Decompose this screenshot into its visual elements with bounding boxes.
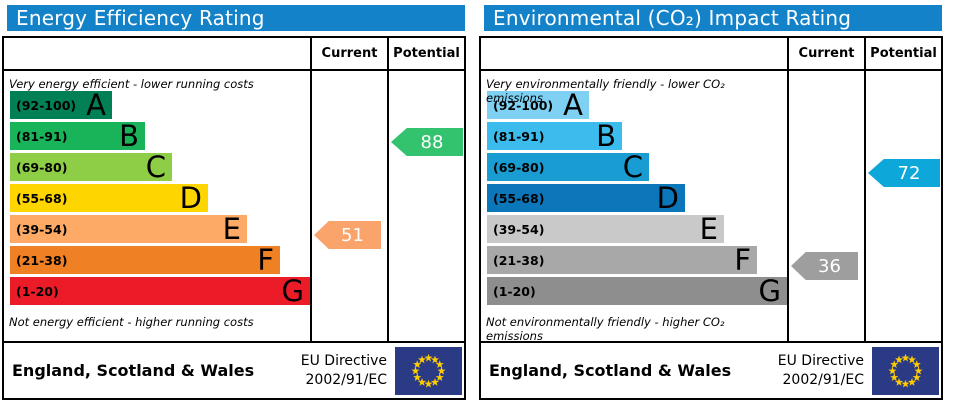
panel-title: Environmental (CO₂) Impact Rating <box>484 5 942 31</box>
band-row-g: (1-20) G <box>487 274 787 308</box>
bottom-note: Not environmentally friendly - higher CO… <box>486 315 725 341</box>
current-column-header: Current <box>310 38 387 69</box>
chart-area: Very environmentally friendly - lower CO… <box>481 71 941 341</box>
band-range: (92-100) <box>493 97 554 113</box>
band-row-b: (81-91) B <box>487 119 622 153</box>
eu-directive-line1: EU Directive <box>777 353 864 370</box>
potential-column: 88 <box>387 71 464 341</box>
band-range: (1-20) <box>493 283 536 299</box>
band-row-a: (92-100) A <box>10 88 112 122</box>
region-label: England, Scotland & Wales <box>12 361 255 380</box>
eu-flag-icon <box>872 346 939 395</box>
region-label: England, Scotland & Wales <box>489 361 732 380</box>
band-letter: F <box>734 243 751 277</box>
current-column: 51 <box>310 71 387 341</box>
panel-title-text: Energy Efficiency Rating <box>16 6 265 30</box>
band-row-e: (39-54) E <box>487 212 724 246</box>
eu-directive-line2: 2002/91/EC <box>305 371 388 388</box>
eu-directive-label: EU Directive 2002/91/EC <box>301 352 387 388</box>
band-row-b: (81-91) B <box>10 119 145 153</box>
panel-title: Energy Efficiency Rating <box>7 5 465 31</box>
band-range: (21-38) <box>16 252 68 268</box>
potential-column: 72 <box>864 71 941 341</box>
band-row-c: (69-80) C <box>10 150 172 184</box>
band-letter: B <box>596 119 616 153</box>
band-letter: F <box>257 243 274 277</box>
band-row-a: (92-100) A <box>487 88 589 122</box>
band-letter: B <box>119 119 139 153</box>
header-spacer <box>481 38 787 69</box>
epc-table: Current Potential Very energy efficient … <box>2 36 466 400</box>
band-range: (81-91) <box>493 128 545 144</box>
current-rating-arrow: 51 <box>314 221 381 249</box>
band-letter: A <box>86 88 106 122</box>
chart-area: Very energy efficient - lower running co… <box>4 71 464 341</box>
bottom-note: Not energy efficient - higher running co… <box>9 315 254 329</box>
band-range: (69-80) <box>493 159 545 175</box>
band-letter: C <box>145 150 166 184</box>
footer-row: England, Scotland & Wales EU Directive 2… <box>4 341 464 398</box>
potential-rating-arrow: 88 <box>391 128 463 156</box>
bands: (92-100) A (81-91) B (69-80) C (55-68) D (39… <box>4 88 310 308</box>
eu-flag-icon <box>395 346 462 395</box>
band-row-d: (55-68) D <box>10 181 208 215</box>
band-range: (39-54) <box>493 221 545 237</box>
potential-column-header: Potential <box>864 38 941 69</box>
band-range: (55-68) <box>16 190 68 206</box>
energy-efficiency-panel: Energy Efficiency Rating Current Potenti… <box>2 0 466 400</box>
top-note: Very environmentally friendly - lower CO… <box>486 77 725 105</box>
band-range: (92-100) <box>16 97 77 113</box>
band-letter: A <box>563 88 583 122</box>
current-rating-arrow: 36 <box>791 252 858 280</box>
header-row: Current Potential <box>481 38 941 71</box>
band-row-f: (21-38) F <box>487 243 757 277</box>
bands: (92-100) A (81-91) B (69-80) C (55-68) D (39… <box>481 88 787 308</box>
potential-column-header: Potential <box>387 38 464 69</box>
band-range: (39-54) <box>16 221 68 237</box>
band-letter: D <box>179 181 202 215</box>
top-note: Very energy efficient - lower running co… <box>9 77 254 91</box>
footer-row: England, Scotland & Wales EU Directive 2… <box>481 341 941 398</box>
band-letter: E <box>699 212 718 246</box>
band-range: (81-91) <box>16 128 68 144</box>
band-area: Very energy efficient - lower running co… <box>4 71 310 341</box>
band-letter: D <box>656 181 679 215</box>
current-column: 36 <box>787 71 864 341</box>
band-row-g: (1-20) G <box>10 274 310 308</box>
band-letter: E <box>222 212 241 246</box>
epc-table: Current Potential Very environmentally f… <box>479 36 943 400</box>
band-area: Very environmentally friendly - lower CO… <box>481 71 787 341</box>
eu-directive-line2: 2002/91/EC <box>782 371 865 388</box>
band-range: (1-20) <box>16 283 59 299</box>
band-row-c: (69-80) C <box>487 150 649 184</box>
header-row: Current Potential <box>4 38 464 71</box>
band-range: (69-80) <box>16 159 68 175</box>
band-row-e: (39-54) E <box>10 212 247 246</box>
potential-rating-arrow: 72 <box>868 159 940 187</box>
band-range: (21-38) <box>493 252 545 268</box>
band-letter: G <box>758 274 781 308</box>
band-row-d: (55-68) D <box>487 181 685 215</box>
environmental-impact-panel: Environmental (CO₂) Impact Rating Curren… <box>479 0 943 400</box>
band-range: (55-68) <box>493 190 545 206</box>
current-column-header: Current <box>787 38 864 69</box>
eu-directive-label: EU Directive 2002/91/EC <box>778 352 864 388</box>
band-letter: G <box>281 274 304 308</box>
panel-title-text: Environmental (CO₂) Impact Rating <box>493 6 852 30</box>
eu-directive-line1: EU Directive <box>300 353 387 370</box>
band-letter: C <box>622 150 643 184</box>
band-row-f: (21-38) F <box>10 243 280 277</box>
header-spacer <box>4 38 310 69</box>
